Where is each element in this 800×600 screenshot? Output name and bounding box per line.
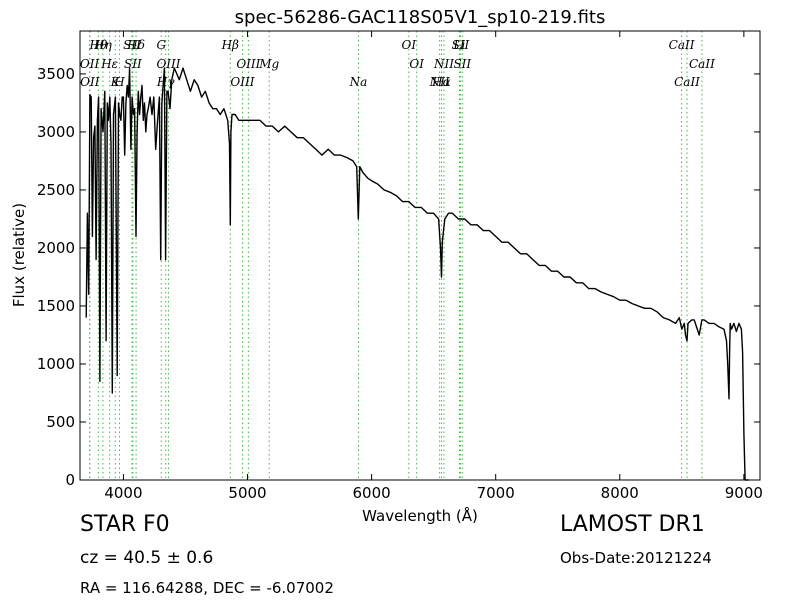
emission-line-label: K xyxy=(110,75,121,89)
emission-line-label: G xyxy=(156,38,166,52)
emission-line-label: OIII xyxy=(156,57,180,71)
emission-line-label: Hβ xyxy=(221,38,239,52)
emission-line-label: CaII xyxy=(669,38,695,52)
x-tick-label: 5000 xyxy=(228,484,266,502)
x-tick-label: 4000 xyxy=(104,484,142,502)
observation-date-label: Obs-Date:20121224 xyxy=(560,549,712,567)
emission-line-label: OIII xyxy=(236,57,260,71)
emission-line-label: OIII xyxy=(230,75,254,89)
emission-line-label: OII xyxy=(80,75,100,89)
coordinates-label: RA = 116.64288, DEC = -6.07002 xyxy=(80,579,334,597)
emission-line-label: CaII xyxy=(689,57,715,71)
emission-line-label: Li xyxy=(453,38,466,52)
y-tick-label: 1000 xyxy=(37,355,75,373)
emission-line-label: OI xyxy=(402,38,417,52)
x-tick-label: 6000 xyxy=(353,484,391,502)
chart-title: spec-56286-GAC118S05V1_sp10-219.fits xyxy=(235,7,606,28)
emission-line-label: NII xyxy=(429,75,450,89)
spectrum-line xyxy=(85,67,749,481)
x-axis-label: Wavelength (Å) xyxy=(362,506,478,525)
emission-line-label: OI xyxy=(409,57,424,71)
emission-line-labels: HθOIIOIIHηHεKSIISIIHHδOIIIHγGOIIIOIIIHβM… xyxy=(80,38,715,89)
emission-line-label: Hθ xyxy=(89,38,108,52)
emission-line-label: SII xyxy=(452,38,470,52)
redshift-label: cz = 40.5 ± 0.6 xyxy=(80,548,214,568)
y-axis-ticks: 0 500 1000 1500 2000 2500 3000 3500 xyxy=(37,65,760,489)
emission-line-label: H xyxy=(113,75,125,89)
plot-frame xyxy=(79,30,761,481)
emission-line-label: Na xyxy=(349,75,368,89)
y-axis-label: Flux (relative) xyxy=(10,203,28,307)
emission-line-label: Hδ xyxy=(126,38,145,52)
emission-line-label: Hα xyxy=(431,75,451,89)
emission-line-label: Hη xyxy=(93,38,112,52)
emission-line-label: SII xyxy=(124,57,142,71)
x-axis-ticks: 4000 5000 6000 7000 8000 9000 xyxy=(104,31,763,502)
y-tick-label: 3500 xyxy=(37,65,75,83)
y-tick-label: 2500 xyxy=(37,181,75,199)
y-tick-label: 3000 xyxy=(37,123,75,141)
y-tick-label: 1500 xyxy=(37,297,75,315)
emission-line-label: OII xyxy=(80,57,100,71)
emission-line-label: SII xyxy=(123,38,141,52)
emission-line-label: CaII xyxy=(674,75,700,89)
emission-line-label: NII xyxy=(433,57,454,71)
y-tick-label: 2000 xyxy=(37,239,75,257)
emission-line-label: Hγ xyxy=(156,75,175,89)
y-tick-label: 0 xyxy=(65,471,75,489)
survey-label: LAMOST DR1 xyxy=(560,512,705,537)
emission-line-label: SII xyxy=(453,57,471,71)
emission-line-markers xyxy=(89,31,703,480)
emission-line-label: Mg xyxy=(258,57,279,71)
object-class-label: STAR F0 xyxy=(80,512,170,537)
emission-line-label: Hε xyxy=(100,57,118,71)
y-tick-label: 500 xyxy=(46,413,75,431)
x-tick-label: 7000 xyxy=(477,484,515,502)
x-tick-label: 9000 xyxy=(725,484,763,502)
x-tick-label: 8000 xyxy=(601,484,639,502)
